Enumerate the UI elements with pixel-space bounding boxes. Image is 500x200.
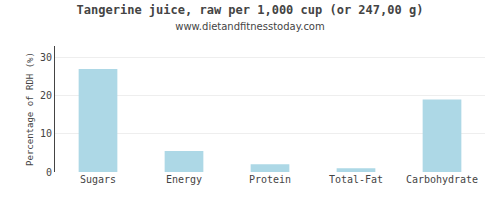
svg-text:20: 20: [40, 90, 52, 101]
svg-text:Percentage of RDH (%): Percentage of RDH (%): [25, 52, 35, 166]
svg-text:30: 30: [40, 52, 52, 63]
svg-text:0: 0: [46, 167, 52, 178]
svg-text:10: 10: [40, 128, 52, 139]
svg-text:Total-Fat: Total-Fat: [329, 174, 383, 185]
svg-text:Tangerine juice, raw per 1,000: Tangerine juice, raw per 1,000 cup (or 2…: [77, 3, 424, 32]
svg-text:Protein: Protein: [249, 174, 291, 185]
svg-text:Energy: Energy: [166, 174, 202, 185]
svg-text:Carbohydrate: Carbohydrate: [406, 174, 478, 185]
svg-text:Sugars: Sugars: [80, 174, 116, 185]
